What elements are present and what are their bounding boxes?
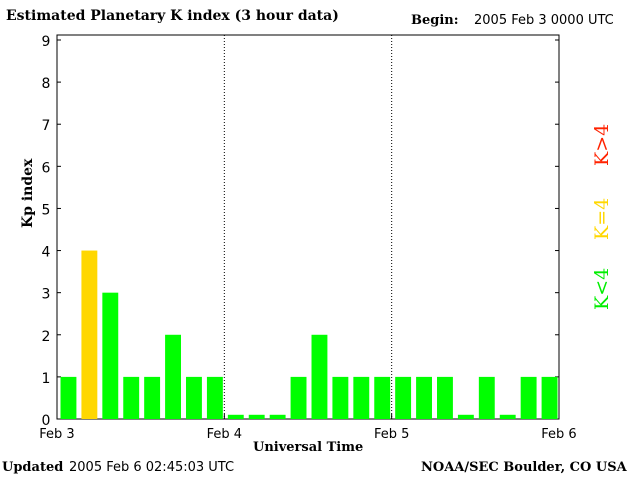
kp-bar [520,376,537,419]
y-tick-label: 8 [42,76,51,92]
y-tick-label: 1 [42,371,51,387]
x-tick-label: Feb 6 [541,427,576,442]
x-tick-label: Feb 5 [374,427,409,442]
kp-bar [165,334,181,419]
begin-label: Begin: [411,13,459,28]
y-tick-label: 7 [42,118,51,134]
x-axis-label: Universal Time [253,440,364,455]
y-tick-label: 6 [42,160,51,176]
kp-bar [269,414,286,419]
y-tick-label: 9 [42,34,51,50]
kp-bar [60,376,77,419]
x-tick-label: Feb 3 [39,427,74,442]
kp-bar [395,376,412,419]
kp-bar [353,376,370,419]
chart-title: Estimated Planetary K index (3 hour data… [6,8,339,24]
kp-bar [437,376,453,419]
y-tick-label: 3 [42,287,51,303]
kp-bar [186,376,202,419]
y-tick-label: 2 [42,329,51,345]
kp-bar [332,376,349,419]
kp-bar [311,334,328,419]
updated-value: 2005 Feb 6 02:45:03 UTC [69,460,235,475]
organization-label: NOAA/SEC Boulder, CO USA [421,460,627,475]
kp-bar [478,376,495,419]
begin-value: 2005 Feb 3 0000 UTC [474,13,614,28]
kp-bar [374,376,391,419]
kp-bar [144,376,161,419]
y-tick-label: 5 [42,202,51,218]
kp-bar [102,292,119,419]
kp-bar [290,376,307,419]
y-tick-label: 4 [42,245,51,261]
updated-label: Updated [2,460,64,475]
kp-bar [206,376,223,419]
kp-bar [541,376,558,419]
kp-bar [457,414,474,419]
kp-bar [248,414,265,419]
kp-bar [123,376,140,419]
kp-bar [499,414,516,419]
kp-bar [81,250,98,419]
plot-frame [56,34,560,420]
x-tick-label: Feb 4 [207,427,242,442]
kp-bar [416,376,432,419]
y-tick-label: 0 [42,413,51,429]
kp-bar [227,414,244,419]
